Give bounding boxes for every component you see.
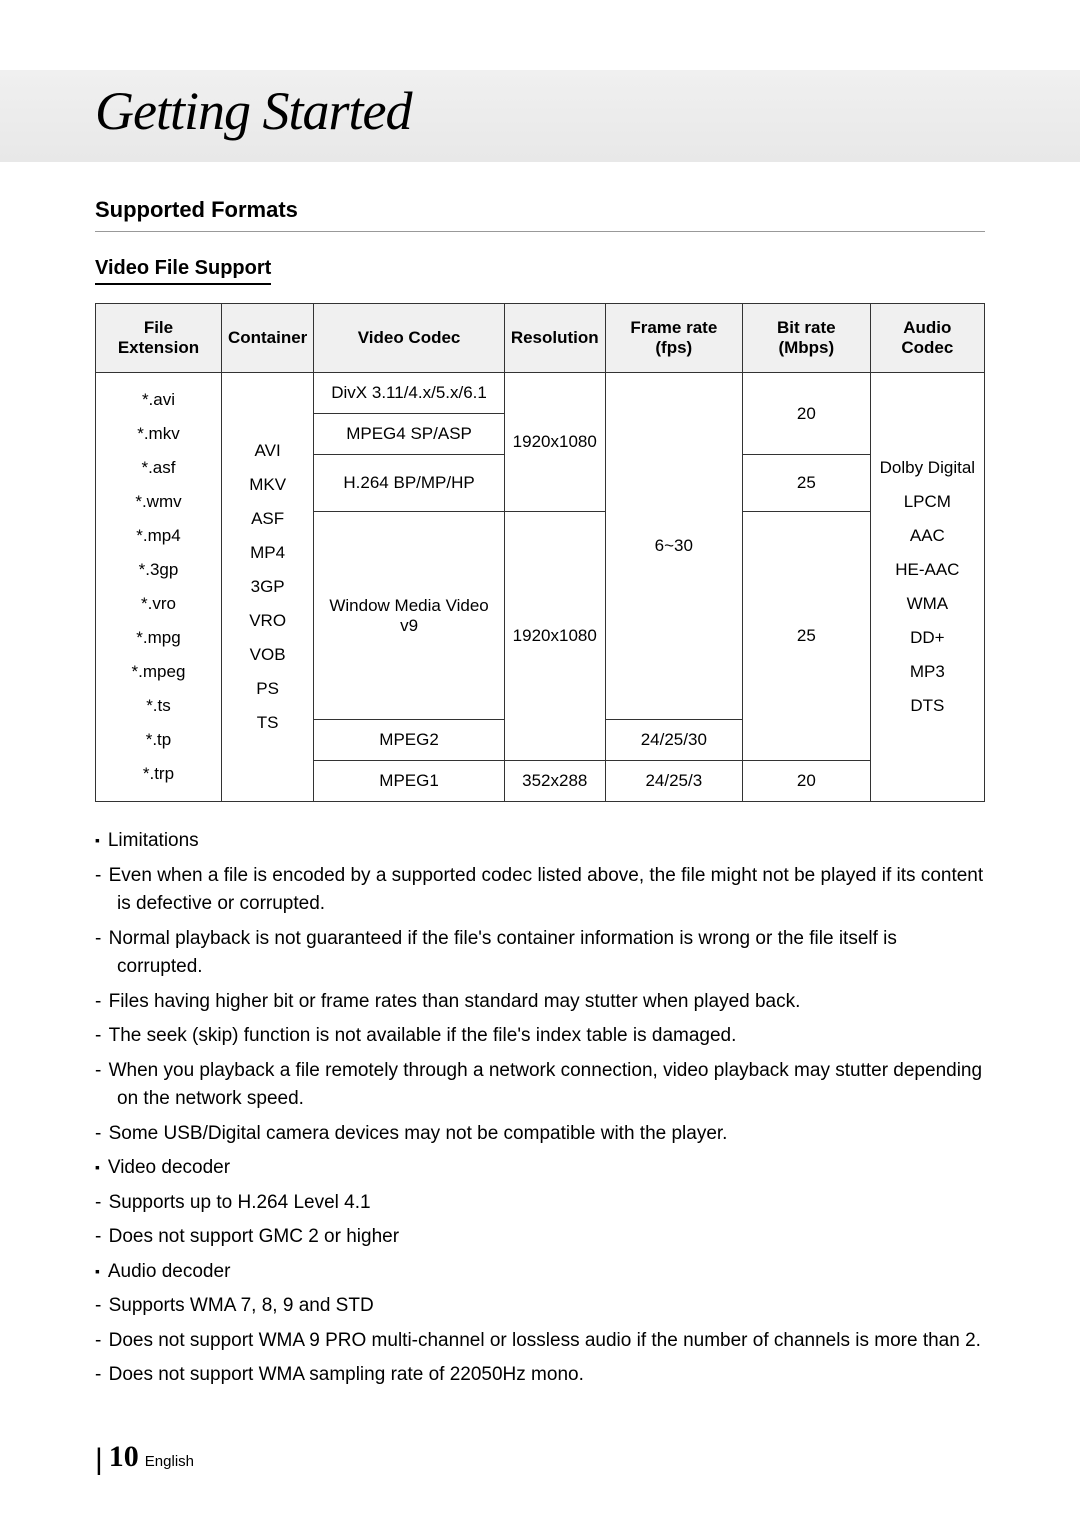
note-item: The seek (skip) function is not availabl… <box>95 1022 985 1051</box>
note-item: Does not support WMA sampling rate of 22… <box>95 1361 985 1390</box>
note-item: Does not support WMA 9 PRO multi-channel… <box>95 1327 985 1356</box>
cell-container: AVI MKV ASF MP4 3GP VRO VOB PS TS <box>221 373 313 802</box>
header-audio-codec: Audio Codec <box>870 304 984 373</box>
header-frame-rate: Frame rate (fps) <box>605 304 742 373</box>
cell-resolution-2: 1920x1080 <box>504 512 605 761</box>
page-bar-icon: | <box>95 1443 103 1476</box>
cell-framerate-3: 24/25/3 <box>605 761 742 802</box>
cell-codec-mpeg1: MPEG1 <box>314 761 505 802</box>
cell-resolution-3: 352x288 <box>504 761 605 802</box>
header-bit-rate: Bit rate (Mbps) <box>742 304 870 373</box>
codec-table: File Extension Container Video Codec Res… <box>95 303 985 802</box>
page-language: English <box>145 1453 194 1470</box>
page-number: 10 <box>109 1440 139 1473</box>
note-item: Supports up to H.264 Level 4.1 <box>95 1189 985 1218</box>
section-heading: Supported Formats <box>95 197 985 232</box>
cell-codec-h264: H.264 BP/MP/HP <box>314 455 505 512</box>
table-header-row: File Extension Container Video Codec Res… <box>96 304 985 373</box>
cell-resolution-1: 1920x1080 <box>504 373 605 512</box>
cell-codec-mpeg4: MPEG4 SP/ASP <box>314 414 505 455</box>
header-resolution: Resolution <box>504 304 605 373</box>
cell-framerate-2: 24/25/30 <box>605 720 742 761</box>
header-file-extension: File Extension <box>96 304 222 373</box>
page-number-area: |10 English <box>95 1440 194 1477</box>
note-item: When you playback a file remotely throug… <box>95 1057 985 1114</box>
cell-framerate-1: 6~30 <box>605 373 742 720</box>
note-item: Files having higher bit or frame rates t… <box>95 988 985 1017</box>
cell-codec-divx: DivX 3.11/4.x/5.x/6.1 <box>314 373 505 414</box>
notes-area: Limitations Even when a file is encoded … <box>95 827 985 1390</box>
note-head-limitations: Limitations <box>95 827 985 856</box>
header-container: Container <box>221 304 313 373</box>
cell-codec-mpeg2: MPEG2 <box>314 720 505 761</box>
header-video-codec: Video Codec <box>314 304 505 373</box>
note-item: Does not support GMC 2 or higher <box>95 1223 985 1252</box>
cell-audio-codec: Dolby Digital LPCM AAC HE-AAC WMA DD+ MP… <box>870 373 984 802</box>
cell-file-extensions: *.avi *.mkv *.asf *.wmv *.mp4 *.3gp *.vr… <box>96 373 222 802</box>
page-title: Getting Started <box>95 80 985 142</box>
note-head-audio-decoder: Audio decoder <box>95 1258 985 1287</box>
title-bar: Getting Started <box>0 70 1080 162</box>
note-item: Supports WMA 7, 8, 9 and STD <box>95 1292 985 1321</box>
note-item: Even when a file is encoded by a support… <box>95 862 985 919</box>
table-row: *.avi *.mkv *.asf *.wmv *.mp4 *.3gp *.vr… <box>96 373 985 414</box>
subsection-heading: Video File Support <box>95 257 271 285</box>
cell-bitrate-1: 20 <box>742 373 870 455</box>
note-item: Normal playback is not guaranteed if the… <box>95 925 985 982</box>
note-item: Some USB/Digital camera devices may not … <box>95 1120 985 1149</box>
note-head-video-decoder: Video decoder <box>95 1154 985 1183</box>
cell-bitrate-4: 20 <box>742 761 870 802</box>
cell-bitrate-3: 25 <box>742 512 870 761</box>
cell-codec-wmv: Window Media Video v9 <box>314 512 505 720</box>
cell-bitrate-2: 25 <box>742 455 870 512</box>
